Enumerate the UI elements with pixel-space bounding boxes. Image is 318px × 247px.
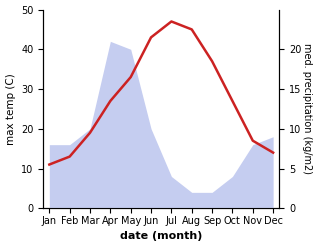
X-axis label: date (month): date (month) (120, 231, 203, 242)
Y-axis label: max temp (C): max temp (C) (5, 73, 16, 145)
Y-axis label: med. precipitation (kg/m2): med. precipitation (kg/m2) (302, 43, 313, 174)
